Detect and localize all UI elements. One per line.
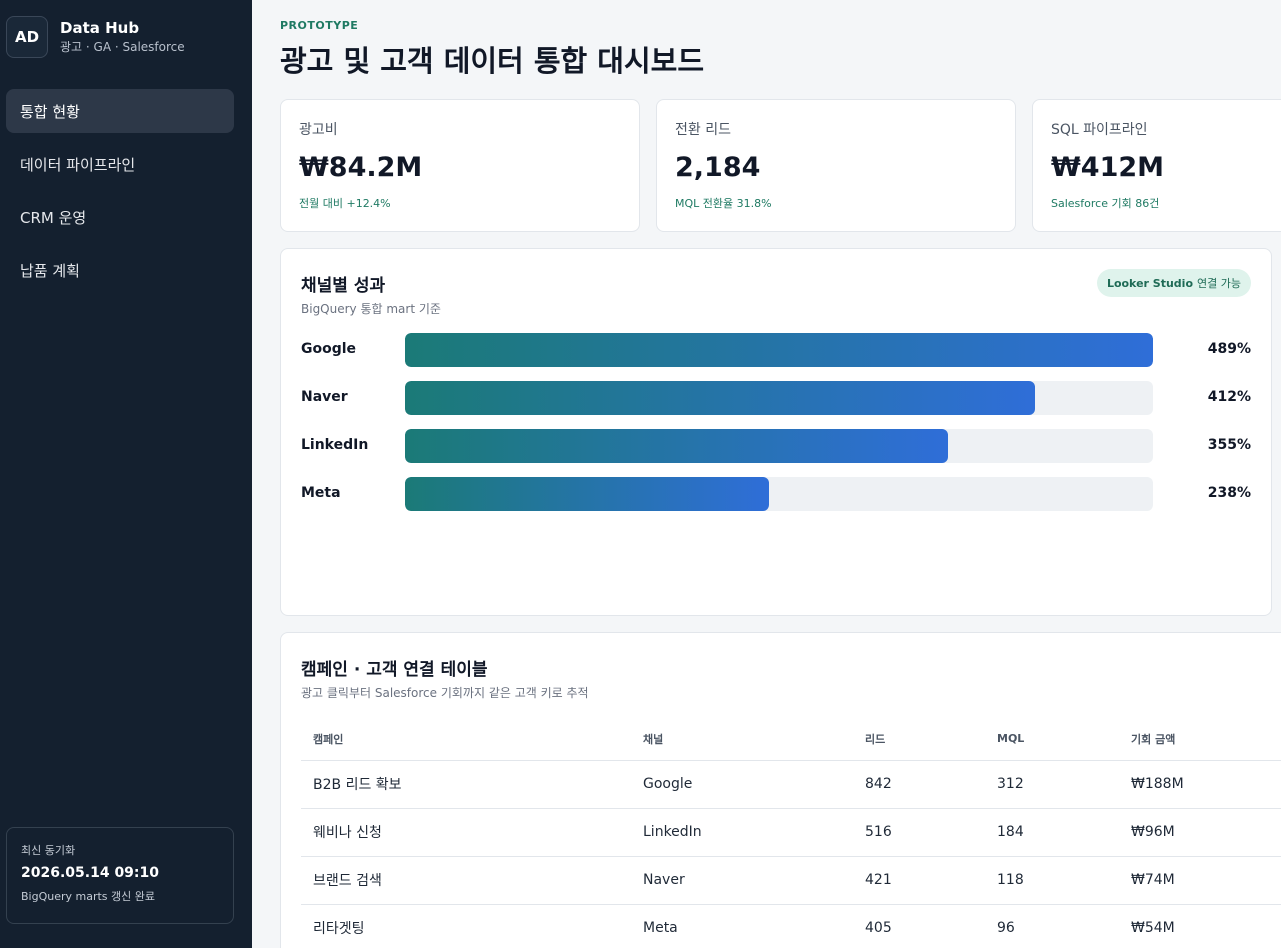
sync-status-card: 최신 동기화 2026.05.14 09:10 BigQuery marts 갱… [6,827,234,924]
kpi-sub: MQL 전환율 31.8% [675,197,772,210]
kpi-card-leads: 전환 리드 2,184 MQL 전환율 31.8% [656,99,1016,232]
looker-studio-badge: Looker Studio 연결 가능 [1096,269,1251,297]
cell-campaign: 리타겟팅 [301,904,631,948]
sidebar-item-delivery[interactable]: 납품 계획 [20,261,80,280]
bar-value-label: 355% [1207,437,1251,453]
column-header-campaign: 캠페인 [301,718,631,761]
kpi-label: SQL 파이프라인 [1051,122,1148,138]
cell-opportunity: ₩54M [1119,904,1281,948]
main-content: PROTOTYPE 광고 및 고객 데이터 통합 대시보드 광고비 ₩84.2M… [252,0,1281,948]
table-card-title: 캠페인 · 고객 연결 테이블 [301,660,488,680]
cell-campaign: 웨비나 신청 [301,808,631,857]
bar-value-label: 412% [1207,389,1251,405]
table-card-subtitle: 광고 클릭부터 Salesforce 기회까지 같은 고객 키로 추적 [301,686,589,700]
bar-row-linkedin: LinkedIn 355% [301,429,1251,463]
table-row[interactable]: 리타겟팅 Meta 405 96 ₩54M [301,904,1281,948]
page-title: 광고 및 고객 데이터 통합 대시보드 [280,44,705,78]
bar-linkedin [405,429,948,463]
cell-leads: 405 [853,904,985,948]
column-header-channel: 채널 [631,718,853,761]
kpi-sub: 전월 대비 +12.4% [299,197,391,210]
sidebar: AD Data Hub 광고 · GA · Salesforce 통합 현황 데… [0,0,252,948]
cell-mql: 184 [985,808,1119,857]
kpi-value: ₩84.2M [299,152,423,183]
bar-label: Google [301,341,357,357]
cell-leads: 842 [853,760,985,809]
table-row[interactable]: B2B 리드 확보 Google 842 312 ₩188M [301,760,1281,809]
bar-track [405,333,1153,367]
bar-row-meta: Meta 238% [301,477,1251,511]
campaign-table: 캠페인 채널 리드 MQL 기회 금액 B2B 리드 확보 Google 842… [301,718,1281,948]
cell-mql: 118 [985,856,1119,905]
cell-channel: LinkedIn [631,808,853,857]
page-eyebrow: PROTOTYPE [280,19,359,32]
bar-google [405,333,1153,367]
channel-performance-card: 채널별 성과 BigQuery 통합 mart 기준 Looker Studio… [280,248,1272,616]
cell-leads: 421 [853,856,985,905]
cell-channel: Meta [631,904,853,948]
table-header-row: 캠페인 채널 리드 MQL 기회 금액 [301,718,1281,761]
cell-opportunity: ₩74M [1119,856,1281,905]
kpi-value: ₩412M [1051,152,1165,183]
table-row[interactable]: 브랜드 검색 Naver 421 118 ₩74M [301,856,1281,905]
brand-logo: AD [6,16,48,58]
cell-opportunity: ₩188M [1119,760,1281,809]
cell-opportunity: ₩96M [1119,808,1281,857]
campaign-table-card: 캠페인 · 고객 연결 테이블 광고 클릭부터 Salesforce 기회까지 … [280,632,1281,948]
badge-rest: 연결 가능 [1197,277,1241,290]
channel-card-title: 채널별 성과 [301,276,386,296]
kpi-label: 광고비 [299,122,338,138]
brand-subtitle: 광고 · GA · Salesforce [60,40,185,54]
sidebar-item-overview[interactable]: 통합 현황 [6,89,234,133]
kpi-sub: Salesforce 기회 86건 [1051,197,1160,210]
cell-mql: 96 [985,904,1119,948]
kpi-label: 전환 리드 [675,122,731,138]
cell-campaign: B2B 리드 확보 [301,760,631,809]
kpi-card-ad-spend: 광고비 ₩84.2M 전월 대비 +12.4% [280,99,640,232]
bar-track [405,429,1153,463]
bar-label: Meta [301,485,341,501]
bar-track [405,477,1153,511]
badge-strong: Looker Studio [1106,276,1194,290]
channel-card-subtitle: BigQuery 통합 mart 기준 [301,302,441,316]
bar-value-label: 489% [1207,341,1251,357]
bar-track [405,381,1153,415]
kpi-card-sql-pipeline: SQL 파이프라인 ₩412M Salesforce 기회 86건 [1032,99,1281,232]
bar-meta [405,477,769,511]
sync-note: BigQuery marts 갱신 완료 [21,890,156,903]
cell-channel: Naver [631,856,853,905]
bar-value-label: 238% [1207,485,1251,501]
bar-label: Naver [301,389,348,405]
bar-naver [405,381,1035,415]
sync-label: 최신 동기화 [21,844,76,857]
cell-campaign: 브랜드 검색 [301,856,631,905]
sidebar-item-crm[interactable]: CRM 운영 [20,208,87,227]
sidebar-nav: 통합 현황 데이터 파이프라인 CRM 운영 납품 계획 [6,89,234,301]
column-header-opportunity: 기회 금액 [1119,718,1281,761]
brand: AD Data Hub 광고 · GA · Salesforce [6,16,185,58]
brand-title: Data Hub [60,19,140,37]
sync-time: 2026.05.14 09:10 [21,865,160,881]
column-header-mql: MQL [985,718,1119,761]
bar-row-google: Google 489% [301,333,1251,367]
sidebar-item-pipeline[interactable]: 데이터 파이프라인 [20,155,136,174]
table-row[interactable]: 웨비나 신청 LinkedIn 516 184 ₩96M [301,808,1281,857]
bar-row-naver: Naver 412% [301,381,1251,415]
column-header-leads: 리드 [853,718,985,761]
cell-leads: 516 [853,808,985,857]
bar-label: LinkedIn [301,437,369,453]
kpi-value: 2,184 [675,152,761,183]
cell-mql: 312 [985,760,1119,809]
cell-channel: Google [631,760,853,809]
